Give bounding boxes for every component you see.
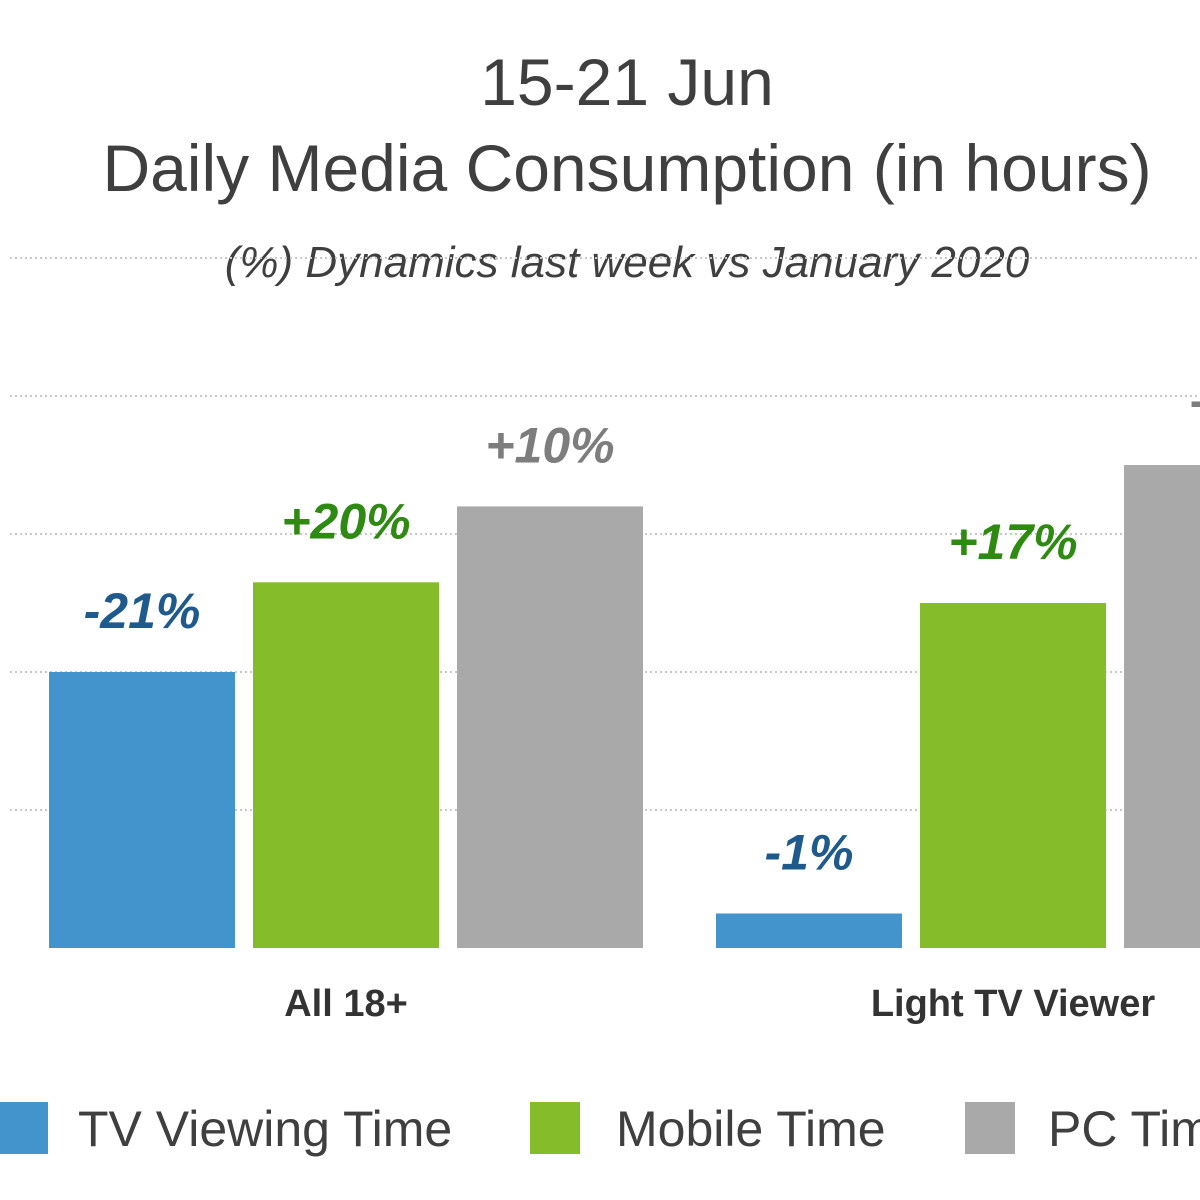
data-label: -1% — [765, 825, 854, 881]
legend-swatch-tv — [0, 1102, 48, 1154]
bar — [920, 603, 1106, 948]
legend-label-tv: TV Viewing Time — [78, 1101, 453, 1157]
legend-swatch-mobile — [530, 1102, 580, 1154]
bar-chart: -21% +20% +10% All 18+ -1% +17% +1 Light TV Vie… — [10, 257, 1200, 1025]
data-label: +1 — [1188, 376, 1200, 432]
legend-label-mobile: Mobile Time — [616, 1101, 886, 1157]
bar — [253, 582, 439, 948]
chart-title-second-line: Daily Media Consumption (in hours) — [102, 131, 1152, 205]
bar — [716, 913, 902, 948]
legend-label-pc: PC Time — [1048, 1101, 1200, 1157]
chart-legend: TV Viewing Time Mobile Time PC Time — [0, 1100, 1200, 1160]
chart-title: 15-21 Jun — [480, 45, 774, 119]
data-label: +17% — [948, 514, 1077, 570]
data-label: -21% — [84, 583, 201, 639]
category-label: All 18+ — [284, 983, 408, 1025]
legend-swatch-pc — [965, 1102, 1015, 1154]
chart-subtitle: (%) Dynamics last week vs January 2020 — [224, 238, 1030, 287]
bar — [1124, 465, 1200, 948]
data-label: +20% — [281, 493, 410, 549]
bar — [49, 672, 235, 948]
data-label: +10% — [485, 417, 614, 473]
bar — [457, 506, 643, 948]
category-label: Light TV Viewer — [871, 983, 1156, 1025]
